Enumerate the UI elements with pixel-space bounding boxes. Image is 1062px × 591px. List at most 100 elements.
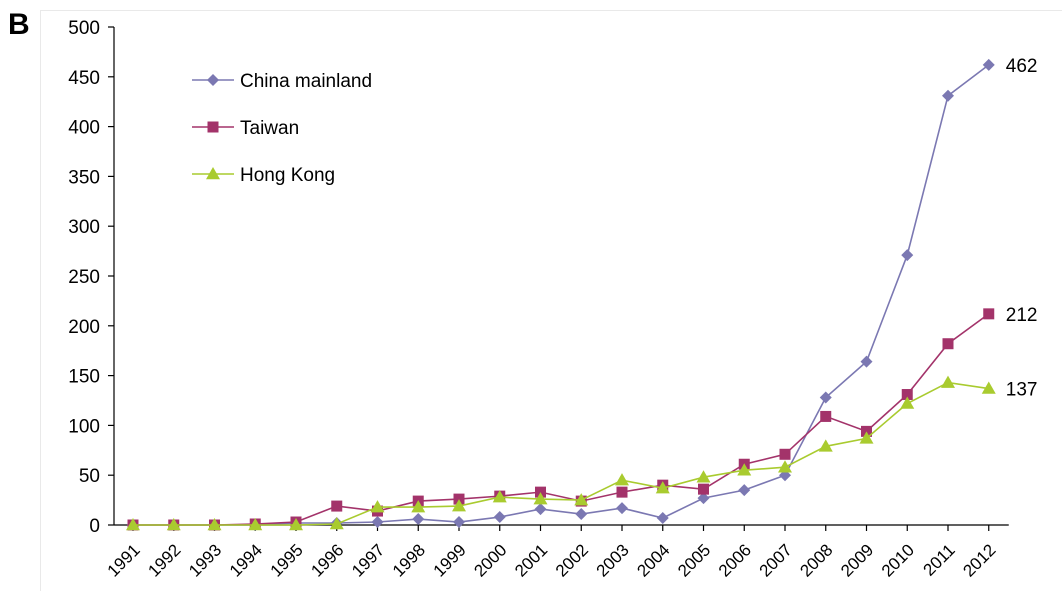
y-tick-label: 100: [68, 416, 100, 437]
x-tick-label: 1995: [267, 540, 307, 580]
data-point-china-mainland: [616, 502, 628, 515]
data-point-hong-kong: [900, 396, 915, 409]
data-point-hong-kong: [615, 473, 629, 486]
x-tick-label: 1992: [144, 540, 184, 580]
data-point-hong-kong: [126, 518, 140, 531]
data-point-hong-kong: [452, 499, 466, 512]
data-point-china-mainland: [697, 492, 710, 505]
data-point-china-mainland: [656, 512, 669, 525]
frame-top-border: [40, 10, 1062, 11]
x-tick-label: 1998: [389, 540, 429, 580]
x-tick-label: 2008: [796, 540, 836, 580]
y-tick-label: 400: [68, 118, 100, 139]
panel-label: B: [8, 8, 30, 41]
data-point-hong-kong: [981, 381, 996, 394]
data-point-taiwan: [983, 308, 995, 320]
data-point-hong-kong: [859, 431, 874, 444]
x-tick-label: 1996: [307, 540, 347, 580]
x-tick-label: 2012: [959, 540, 999, 580]
data-point-china-mainland: [901, 249, 914, 262]
data-point-china-mainland: [575, 508, 588, 521]
end-value-label: 212: [1006, 305, 1038, 326]
data-point-china-mainland: [942, 89, 954, 102]
y-tick-label: 300: [68, 217, 100, 238]
end-value-label: 462: [1006, 56, 1038, 77]
data-point-china-mainland: [412, 513, 425, 526]
legend-item-taiwan: Taiwan: [192, 118, 299, 139]
data-point-hong-kong: [289, 518, 303, 531]
x-tick-label: 1999: [430, 540, 470, 580]
x-tick-label: 2001: [511, 540, 551, 580]
legend: China mainland Taiwan Hong Kong: [192, 71, 372, 186]
x-tick-label: 2006: [715, 540, 755, 580]
data-point-hong-kong: [941, 375, 955, 388]
legend-label: China mainland: [240, 71, 372, 92]
data-point-china-mainland: [982, 58, 995, 71]
data-point-china-mainland: [493, 511, 506, 524]
data-point-china-mainland: [534, 503, 547, 516]
series-line-china-mainland: [133, 64, 990, 526]
x-tick-label: 2004: [633, 540, 673, 580]
data-point-hong-kong: [533, 492, 548, 505]
x-tick-label: 2011: [920, 540, 959, 579]
y-tick-label: 150: [68, 367, 100, 388]
data-point-hong-kong: [207, 518, 222, 531]
data-point-hong-kong: [492, 490, 507, 503]
data-point-taiwan: [331, 500, 343, 512]
data-point-taiwan: [942, 338, 954, 350]
legend-label: Taiwan: [240, 118, 299, 139]
x-tick-label: 1991: [104, 540, 144, 580]
y-tick-label: 250: [68, 267, 100, 288]
data-point-hong-kong: [778, 460, 792, 473]
data-point-hong-kong: [166, 518, 181, 531]
data-point-hong-kong: [329, 517, 344, 530]
x-tick-label: 2002: [552, 540, 592, 580]
data-point-taiwan: [779, 448, 791, 460]
y-tick-label: 500: [68, 18, 100, 39]
x-tick-label: 1997: [348, 540, 388, 580]
series-taiwan: [127, 308, 995, 531]
legend-item-china-mainland: China mainland: [192, 71, 372, 92]
data-point-china-mainland: [860, 355, 873, 368]
data-point-taiwan: [901, 389, 913, 401]
data-point-china-mainland: [371, 516, 384, 529]
frame-left-border: [40, 10, 41, 591]
legend-marker: [207, 121, 219, 133]
series-line-hong-kong: [133, 381, 989, 526]
data-point-china-mainland: [819, 391, 832, 404]
end-labels: 462 212 137: [1006, 56, 1038, 401]
series-layer: [126, 58, 996, 531]
legend-label: Hong Kong: [240, 165, 335, 186]
series-line-taiwan: [133, 313, 990, 526]
data-point-taiwan: [820, 410, 832, 422]
data-point-hong-kong: [411, 500, 426, 513]
legend-marker: [206, 167, 220, 180]
legend-marker: [207, 74, 219, 86]
end-value-label: 137: [1006, 380, 1038, 401]
x-tick-label: 2007: [756, 540, 796, 580]
series-hong-kong: [126, 375, 996, 531]
x-tick-label: 2005: [674, 540, 714, 580]
data-point-hong-kong: [737, 463, 752, 476]
x-tick-label: 2009: [837, 540, 877, 580]
data-point-hong-kong: [248, 518, 263, 531]
data-point-taiwan: [698, 483, 709, 495]
data-point-hong-kong: [655, 481, 670, 494]
x-tick-label: 2003: [593, 540, 633, 580]
y-tick-label: 450: [68, 68, 100, 89]
data-point-hong-kong: [370, 500, 385, 513]
y-tick-label: 0: [89, 516, 100, 537]
y-tick-label: 200: [68, 317, 100, 338]
legend-item-hong-kong: Hong Kong: [192, 165, 335, 186]
x-tick-label: 1993: [185, 540, 225, 580]
y-tick-label: 350: [68, 167, 100, 188]
data-point-hong-kong: [696, 470, 711, 483]
x-tick-label: 2010: [878, 540, 918, 580]
data-point-hong-kong: [574, 493, 589, 506]
data-point-china-mainland: [738, 484, 751, 497]
y-tick-label: 50: [79, 466, 100, 487]
x-tick-label: 2000: [470, 540, 510, 580]
x-tick-label: 1994: [226, 540, 266, 580]
data-point-taiwan: [616, 486, 628, 498]
